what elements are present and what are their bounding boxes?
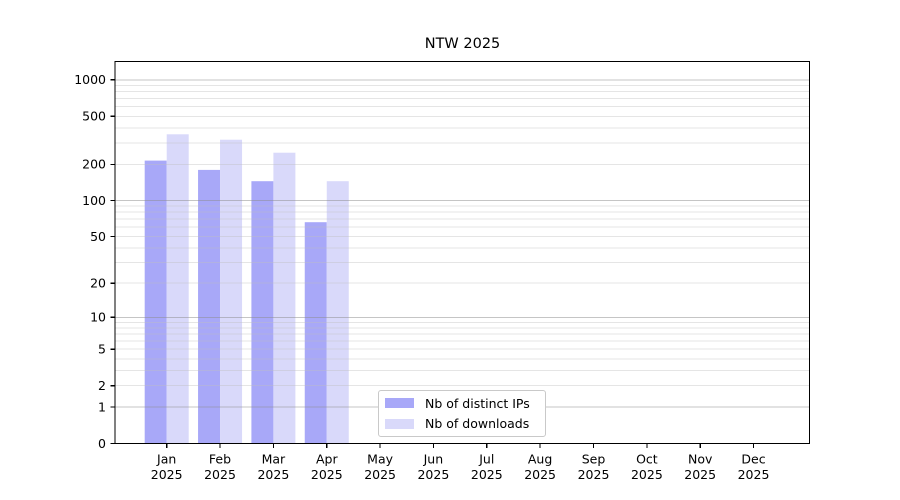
x-tick-label-month: Aug <box>528 452 552 467</box>
y-tick-label: 1000 <box>74 72 106 87</box>
y-tick-label: 20 <box>90 276 106 291</box>
y-tick-label: 200 <box>82 157 106 172</box>
bar-downloads-apr <box>326 181 349 444</box>
bar-distinct-ips-feb <box>198 169 221 444</box>
bars-group <box>144 134 349 444</box>
x-tick-label-month: Jul <box>478 452 494 467</box>
x-tick-label-month: Mar <box>262 452 286 467</box>
x-tick-label-year: 2025 <box>631 467 663 482</box>
y-tick-label: 100 <box>82 193 106 208</box>
y-tick-label: 5 <box>98 342 106 357</box>
legend-label-distinct-ips: Nb of distinct IPs <box>425 395 530 411</box>
x-axis-ticks: Jan2025Feb2025Mar2025Apr2025May2025Jun20… <box>151 443 770 482</box>
bar-downloads-jan <box>166 134 189 444</box>
x-tick-label-month: Feb <box>209 452 231 467</box>
x-tick-label-month: Apr <box>316 452 338 467</box>
x-tick-label-year: 2025 <box>151 467 183 482</box>
bar-distinct-ips-mar <box>251 181 274 444</box>
legend-item-downloads: Nb of downloads <box>385 416 545 432</box>
y-tick-label: 50 <box>90 229 106 244</box>
y-tick-label: 2 <box>98 378 106 393</box>
x-tick-label-month: Jan <box>156 452 176 467</box>
x-tick-label-year: 2025 <box>578 467 610 482</box>
y-axis-ticks: 0 1 2 5 10 20 50 100 200 500 1000 <box>74 72 115 451</box>
bar-downloads-feb <box>220 139 243 444</box>
legend-label-downloads: Nb of downloads <box>425 416 530 432</box>
x-tick-label-year: 2025 <box>204 467 236 482</box>
x-tick-label-year: 2025 <box>524 467 556 482</box>
x-tick-label-year: 2025 <box>311 467 343 482</box>
y-tick-label: 500 <box>82 109 106 124</box>
x-tick-label-month: Nov <box>688 452 713 467</box>
x-tick-label-year: 2025 <box>738 467 770 482</box>
x-tick-label-year: 2025 <box>364 467 396 482</box>
bar-downloads-mar <box>273 152 296 444</box>
x-tick-label-month: Oct <box>636 452 658 467</box>
x-tick-label-year: 2025 <box>257 467 289 482</box>
legend: Nb of distinct IPs Nb of downloads <box>378 390 546 437</box>
bar-distinct-ips-jan <box>144 160 167 444</box>
y-tick-label: 1 <box>98 399 106 414</box>
bar-distinct-ips-apr <box>304 222 327 444</box>
x-tick-label-month: Sep <box>582 452 606 467</box>
y-tick-label: 0 <box>98 436 106 451</box>
x-tick-label-year: 2025 <box>684 467 716 482</box>
x-tick-label-month: May <box>367 452 393 467</box>
x-tick-label-month: Dec <box>741 452 765 467</box>
legend-swatch-downloads-icon <box>385 418 414 429</box>
chart-title: NTW 2025 <box>424 36 501 52</box>
y-tick-label: 10 <box>90 310 106 325</box>
x-tick-label-month: Jun <box>423 452 444 467</box>
legend-item-distinct-ips: Nb of distinct IPs <box>385 395 545 411</box>
x-tick-label-year: 2025 <box>417 467 449 482</box>
x-tick-label-year: 2025 <box>471 467 503 482</box>
legend-swatch-distinct-ips-icon <box>385 398 414 409</box>
plot-border <box>114 60 811 445</box>
